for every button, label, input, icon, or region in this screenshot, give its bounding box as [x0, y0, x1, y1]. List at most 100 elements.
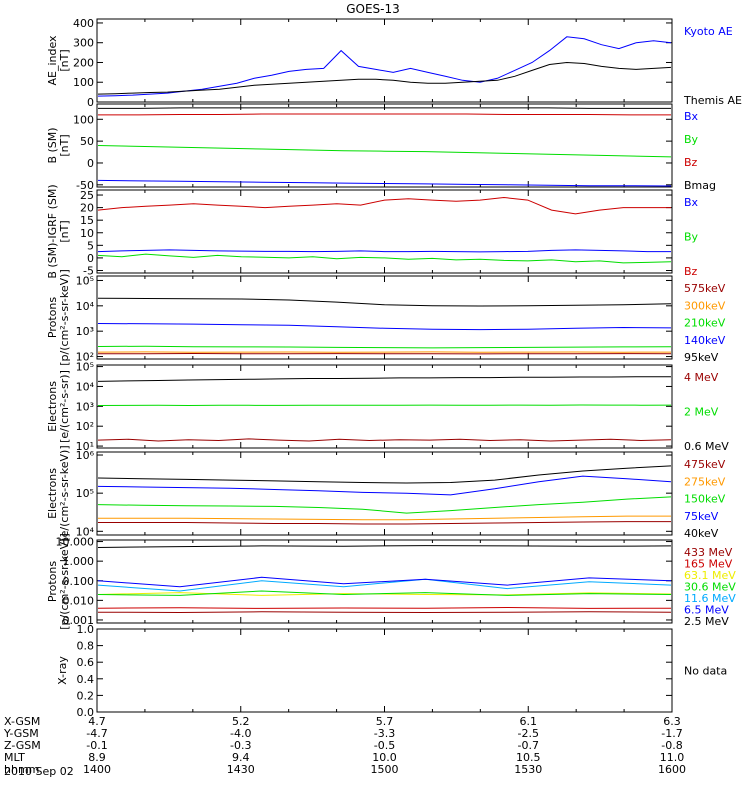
series-line-11-6-mev: [97, 578, 672, 592]
legend-entry: 165 MeV: [684, 558, 733, 571]
y-tick-label: 20: [80, 202, 94, 215]
ephem-value: 5.2: [232, 715, 250, 728]
y-tick-label: 0.6: [77, 656, 95, 669]
ephem-value: -4.7: [86, 727, 107, 740]
series-line-150kev: [97, 496, 672, 514]
ephem-value: -4.0: [230, 727, 251, 740]
legend-entry: 150keV: [684, 493, 726, 506]
y-tick-label: 400: [73, 17, 94, 30]
y-tick-label: 10⁴: [76, 300, 95, 313]
legend-entry: 210keV: [684, 317, 726, 330]
legend-entry: 0.6 MeV: [684, 440, 729, 453]
panel-frame: [96, 18, 673, 103]
y-axis-label: Electrons[e/(cm²-s-sr)]: [46, 370, 71, 443]
y-tick-label: -5: [83, 264, 94, 277]
y-tick-label: 5: [87, 239, 94, 252]
y-axis-label: B (SM)[nT]: [46, 127, 71, 163]
panel-electrons_kev: 10⁴ 10⁵ 10⁶ Electrons[e/(cm²-s-sr-keV)] 475k…: [46, 445, 726, 541]
ephem-row-label: hhmm: [4, 763, 39, 776]
series-line-2-mev: [97, 404, 672, 407]
ephem-value: 1430: [227, 763, 255, 776]
figure-title: GOES-13: [346, 2, 400, 16]
y-axis-label: Protons[p/(cm²-s-sr-keV)]: [46, 269, 71, 366]
y-tick-label: 10.000: [56, 536, 95, 549]
y-tick-label: 50: [80, 135, 94, 148]
y-tick-label: 0.100: [63, 575, 95, 588]
legend-entry: 275keV: [684, 475, 726, 488]
ephem-value: 1600: [658, 763, 686, 776]
y-tick-label: 0.001: [63, 614, 95, 627]
legend-entry: 433 MeV: [684, 546, 733, 559]
legend-entry: 30.6 MeV: [684, 581, 736, 594]
legend-entry: 11.6 MeV: [684, 592, 736, 605]
series-line-95kev: [97, 297, 672, 307]
y-axis-label: B (SM)-IGRF (SM)[nT]: [46, 184, 71, 278]
series-line-165-mev: [97, 606, 672, 609]
date-label: 2010 Sep 02: [4, 765, 74, 778]
legend-entry: 95keV: [684, 351, 719, 364]
series-line-75kev: [97, 475, 672, 496]
series-line-bx: [97, 249, 671, 253]
legend-entry: 575keV: [684, 282, 726, 295]
series-line-275kev: [98, 515, 671, 521]
legend-entry: 40keV: [684, 527, 719, 540]
series-line-0-6-mev: [97, 376, 671, 382]
y-tick-label: 15: [80, 214, 94, 227]
series-line-kyoto-ae: [97, 36, 672, 97]
no-data-note: No data: [684, 665, 727, 678]
y-tick-label: 10⁵: [76, 274, 94, 287]
y-tick-label: 10: [80, 227, 94, 240]
y-tick-label: 100: [73, 76, 94, 89]
legend-entry: 63.1 MeV: [684, 569, 736, 582]
y-tick-label: 100: [73, 113, 94, 126]
y-tick-label: 0.4: [77, 673, 95, 686]
legend-entry: By: [684, 231, 699, 244]
ephem-value: 11.0: [660, 751, 685, 764]
series-line-bmag: [98, 107, 671, 109]
y-tick-label: 10¹: [76, 440, 94, 453]
ephem-value: 10.5: [516, 751, 541, 764]
ephem-row-label: Z-GSM: [4, 739, 41, 752]
y-axis-label: Protons[p/(cm²-s-sr-keV)]: [46, 533, 71, 630]
y-tick-label: 10⁴: [76, 525, 95, 538]
legend-entry: 2 MeV: [684, 406, 719, 419]
legend-entry: 4 MeV: [684, 371, 719, 384]
y-tick-label: 10³: [76, 400, 94, 413]
y-tick-label: 0.010: [63, 594, 95, 607]
y-tick-label: 200: [73, 56, 94, 69]
ephem-value: -0.5: [374, 739, 395, 752]
ephem-value: -3.3: [374, 727, 395, 740]
y-tick-label: 25: [80, 189, 94, 202]
ephem-value: 4.7: [88, 715, 106, 728]
y-tick-label: 0: [87, 157, 94, 170]
legend-entry: 2.5 MeV: [684, 615, 729, 628]
legend-entry: 6.5 MeV: [684, 604, 729, 617]
ephem-value: 6.3: [663, 715, 681, 728]
series-line-4-mev: [97, 438, 672, 442]
legend-entry: Bmag: [684, 179, 716, 192]
legend-entry: Bz: [684, 265, 698, 278]
y-tick-label: 0.8: [77, 640, 95, 653]
legend-entry: By: [684, 133, 699, 146]
y-axis-label: X-ray: [56, 656, 69, 685]
panel-frame: [96, 628, 673, 713]
y-tick-label: 10²: [76, 351, 94, 364]
y-tick-label: 1.000: [63, 555, 95, 568]
panel-frame: [96, 189, 673, 274]
ephem-value: 10.0: [372, 751, 397, 764]
y-tick-label: 1.0: [77, 623, 95, 636]
series-line-140kev: [97, 323, 672, 331]
series-line-210kev: [97, 345, 672, 349]
ephem-value: -0.7: [518, 739, 539, 752]
series-line-475kev: [98, 521, 671, 525]
series-line-themis-ae: [97, 61, 672, 95]
panel-xray: 0.0 0.2 0.4 0.6 0.8 1.0 X-ray No data: [56, 623, 727, 719]
ephem-value: -0.1: [86, 739, 107, 752]
series-line-bx: [97, 179, 672, 187]
y-tick-label: 10⁴: [76, 380, 95, 393]
series-line-30-6-mev: [97, 590, 672, 596]
y-tick-label: 10⁶: [76, 449, 95, 462]
